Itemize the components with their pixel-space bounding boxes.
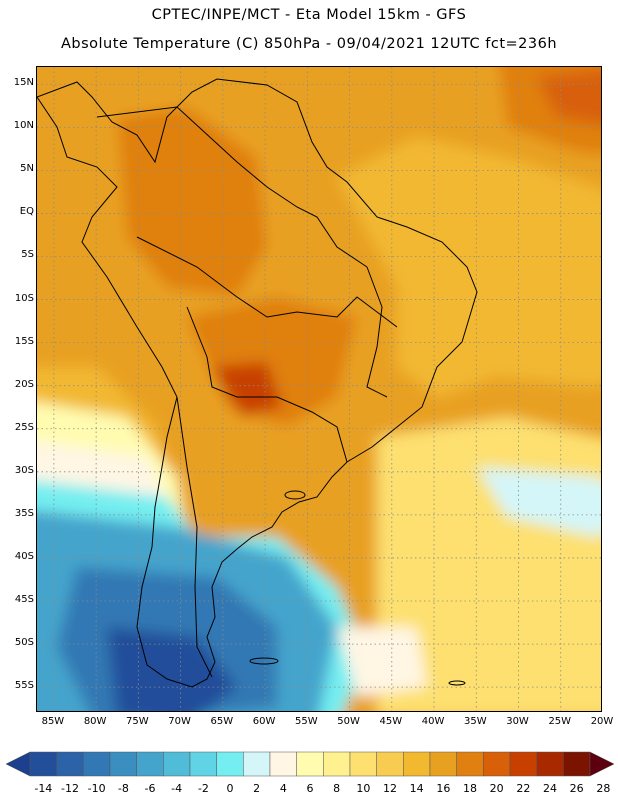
- temperature-colorbar: [5, 751, 615, 777]
- border-north: [96, 106, 368, 268]
- colorbar-label: -4: [171, 782, 183, 795]
- colorbar-swatch: [296, 751, 324, 777]
- lat-label: 55S: [14, 680, 34, 692]
- colorbar-label: 22: [516, 782, 531, 795]
- border-central: [136, 236, 398, 328]
- lon-label: 85W: [41, 716, 65, 727]
- colorbar-swatch: [323, 751, 351, 777]
- map-title-line1: CPTEC/INPE/MCT - Eta Model 15km - GFS: [151, 7, 467, 23]
- lat-label: 30S: [14, 464, 34, 476]
- colorbar-swatch: [109, 751, 137, 777]
- map-title-line2: Absolute Temperature (C) 850hPa - 09/04/…: [60, 36, 558, 52]
- colorbar-label: 0: [226, 782, 234, 795]
- rio-de-la-plata: [284, 490, 306, 500]
- field-4c-patch: [477, 467, 601, 537]
- lat-label: 10S: [14, 292, 34, 304]
- lat-label: 50S: [14, 637, 34, 649]
- lon-label: 75W: [126, 716, 149, 727]
- lat-label: 5N: [20, 163, 34, 175]
- colorbar-swatch: [376, 751, 404, 777]
- colorbar-label: -8: [117, 782, 129, 795]
- field-16c-east: [337, 137, 601, 397]
- colorbar-label: 6: [306, 782, 314, 795]
- lon-label: 20W: [590, 716, 614, 727]
- colorbar-label: 12: [383, 782, 397, 795]
- colorbar-label: -10: [87, 782, 106, 795]
- colorbar-label: 26: [569, 782, 584, 795]
- colorbar-label: 4: [279, 782, 287, 795]
- field-6c-patch: [337, 627, 427, 697]
- colorbar-swatch: [403, 751, 431, 777]
- colorbar-swatch: [509, 751, 537, 777]
- lat-label: 40S: [14, 550, 34, 562]
- colorbar-swatch: [56, 751, 84, 777]
- temperature-field: [37, 67, 601, 711]
- colorbar-swatch: [429, 751, 457, 777]
- colorbar-low-arrow: [5, 751, 31, 777]
- lat-label: 35S: [14, 507, 34, 519]
- lat-label: 45S: [14, 594, 34, 606]
- lon-label: 30W: [506, 716, 529, 727]
- border-paraguay: [186, 306, 348, 463]
- colorbar-swatch: [83, 751, 111, 777]
- colorbar-high-arrow: [589, 751, 615, 777]
- colorbar-swatch: [483, 751, 511, 777]
- colorbar-swatch: [563, 751, 591, 777]
- colorbar-label: 18: [463, 782, 477, 795]
- south-georgia: [448, 680, 466, 686]
- lat-label: 20S: [14, 378, 34, 390]
- colorbar-label: -12: [61, 782, 79, 795]
- colorbar-label: -6: [144, 782, 156, 795]
- colorbar-swatch: [243, 751, 271, 777]
- colorbar-swatch: [163, 751, 191, 777]
- colorbar-label: 8: [333, 782, 341, 795]
- colorbar-label: 2: [253, 782, 261, 795]
- colorbar-label: 20: [489, 782, 504, 795]
- lat-label: 5S: [21, 249, 34, 261]
- south-america-coast: [37, 78, 478, 688]
- lon-label: 80W: [83, 716, 107, 727]
- colorbar-swatch: [456, 751, 484, 777]
- colorbar-swatch: [536, 751, 564, 777]
- colorbar-swatch: [269, 751, 297, 777]
- colorbar-swatch: [216, 751, 244, 777]
- border-brazil-states: [366, 266, 388, 398]
- lon-label: 50W: [337, 716, 360, 727]
- lon-label: 45W: [379, 716, 403, 727]
- colorbar-label: 16: [436, 782, 451, 795]
- falkland-islands: [249, 657, 279, 665]
- lat-label: 10N: [13, 120, 34, 132]
- coastlines: [37, 78, 478, 688]
- lon-label: 55W: [295, 716, 318, 727]
- border-andes: [176, 396, 213, 678]
- colorbar-label: 14: [409, 782, 424, 795]
- lat-label: EQ: [19, 206, 34, 218]
- map-canvas: [37, 67, 601, 711]
- field-m12c: [107, 627, 237, 711]
- colorbar-label: 10: [356, 782, 371, 795]
- lon-label: 65W: [210, 716, 234, 727]
- lon-label: 35W: [463, 716, 487, 727]
- colorbar-label: -2: [197, 782, 209, 795]
- colorbar-label: 24: [543, 782, 557, 795]
- lat-label: 25S: [14, 421, 34, 433]
- lon-label: 70W: [168, 716, 191, 727]
- lon-label: 25W: [548, 716, 572, 727]
- field-22c-atlantic: [537, 69, 601, 125]
- lon-label: 60W: [252, 716, 276, 727]
- lat-label: 15N: [13, 77, 34, 89]
- lat-label: 15S: [14, 335, 34, 347]
- colorbar-swatch: [29, 751, 57, 777]
- colorbar-label: -14: [34, 782, 53, 795]
- colorbar-label: 28: [596, 782, 611, 795]
- colorbar-swatch: [349, 751, 377, 777]
- colorbar-swatch: [189, 751, 217, 777]
- field-24c-chaco: [212, 362, 282, 417]
- lon-label: 40W: [421, 716, 445, 727]
- colorbar-swatch: [136, 751, 164, 777]
- temperature-map: [36, 66, 602, 712]
